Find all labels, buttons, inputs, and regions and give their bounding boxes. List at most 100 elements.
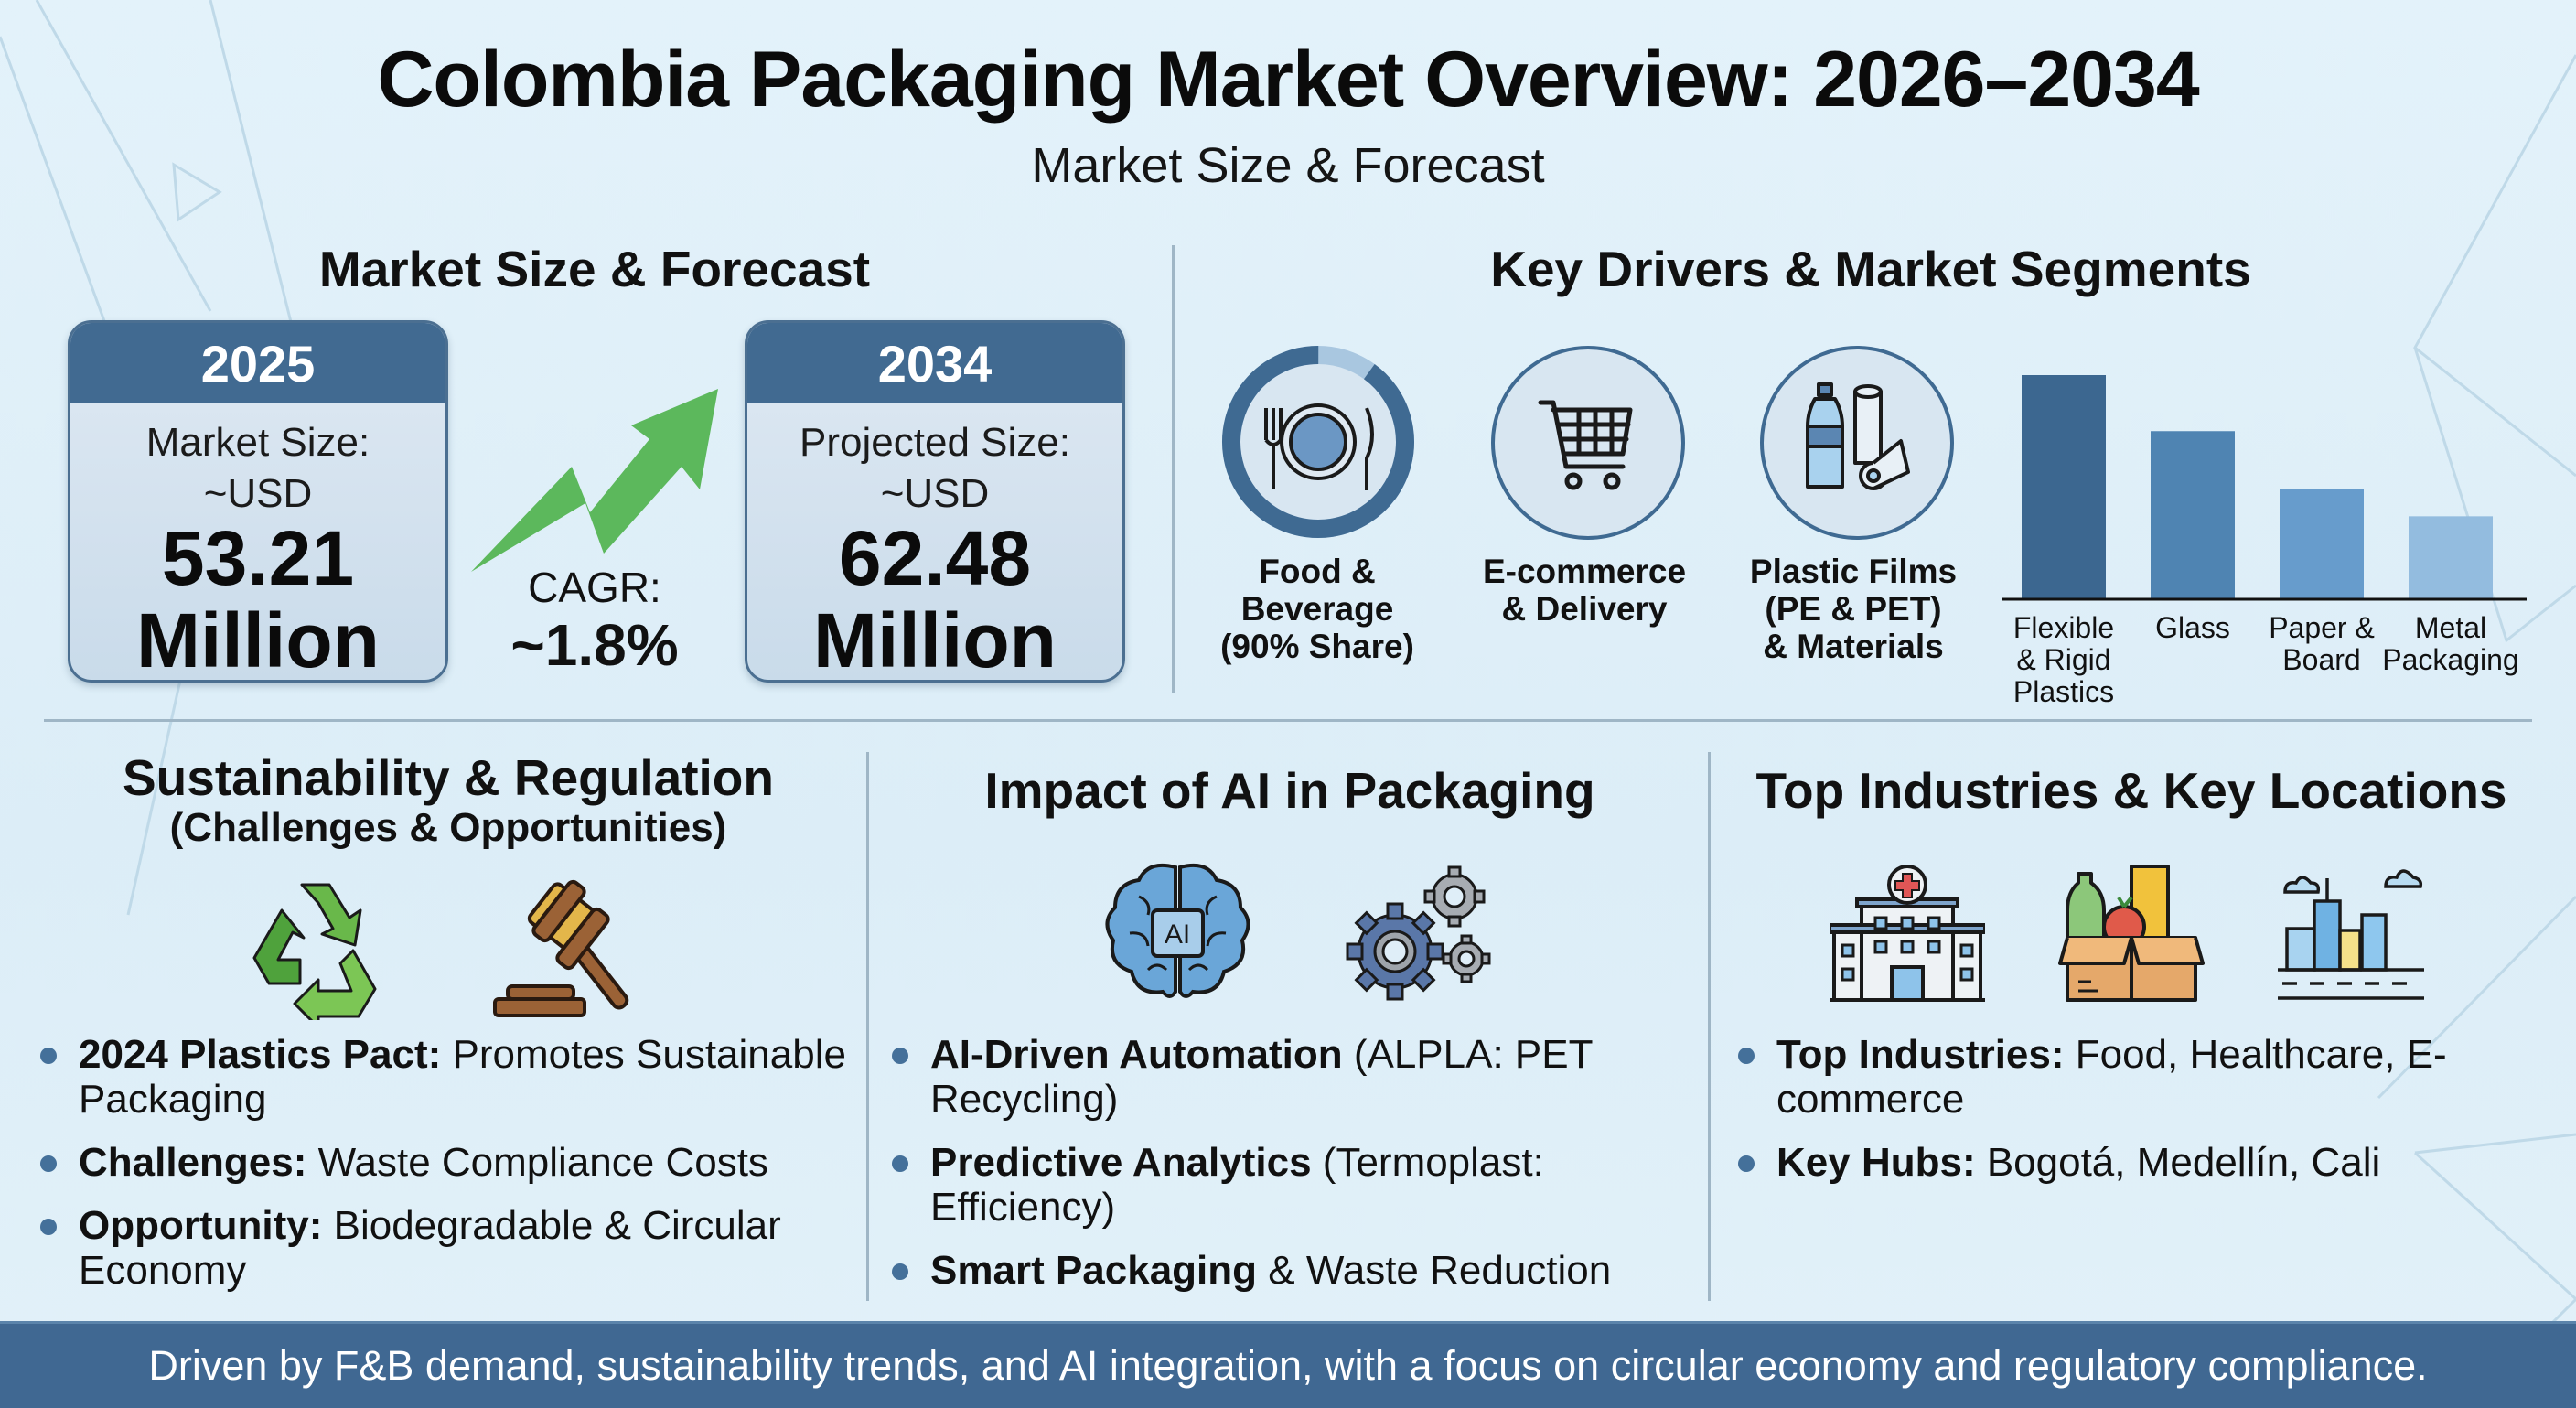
current-year: 2025: [70, 323, 445, 403]
bullet-dot-icon: [40, 1048, 57, 1064]
hospital-icon: [1830, 865, 1985, 1002]
bullet-text: Food, Healthcare, E-commerce: [1776, 1032, 2447, 1122]
bullet-bold: 2024 Plastics Pact:: [79, 1032, 442, 1077]
bullet-bold: Top Industries:: [1776, 1032, 2065, 1077]
recycle-icon: [252, 883, 377, 1020]
projected-unit: Million: [813, 597, 1057, 683]
bullet-bold: Challenges:: [79, 1140, 307, 1185]
bullet-dot-icon: [40, 1219, 57, 1235]
bullet-bold: Smart Packaging: [930, 1248, 1258, 1293]
projected-label: Projected Size:: [800, 420, 1070, 465]
market-size-heading: Market Size & Forecast: [318, 241, 871, 297]
bullet-text: & Waste Reduction: [1257, 1248, 1612, 1293]
bullet-dot-icon: [892, 1048, 908, 1064]
bullet-text: (Termoplast: Efficiency): [930, 1140, 1544, 1230]
cagr-label: CAGR:: [528, 564, 661, 611]
bottle-film-roll-icon: [1806, 382, 1910, 490]
ai-brain-icon: AI: [1105, 863, 1250, 998]
ai-bullet: AI-Driven Automation (ALPLA: PET Recycli…: [892, 1032, 1697, 1122]
ai-bullet: Predictive Analytics (Termoplast: Effici…: [892, 1140, 1697, 1230]
bar-label: Metal Packaging: [2382, 611, 2518, 676]
industries-bullet: Top Industries: Food, Healthcare, E-comm…: [1738, 1032, 2543, 1122]
bar-paper-board: [2280, 489, 2364, 599]
page-subtitle: Market Size & Forecast: [1031, 138, 1545, 193]
driver-ecommerce-label: E-commerce & Delivery: [1447, 553, 1722, 628]
sustainability-bullets: 2024 Plastics Pact: Promotes Sustainable…: [40, 1032, 864, 1311]
segment-bar-chart: Flexible & Rigid Plastics Glass Paper & Board…: [2002, 375, 2527, 708]
driver-plastic-films-circle: [1760, 346, 1954, 540]
bar-metal-packaging: [2409, 516, 2493, 599]
horizontal-divider: [44, 719, 2532, 722]
driver-ecommerce-line2: & Delivery: [1501, 590, 1668, 628]
projected-value: 62.48: [838, 515, 1032, 601]
sustainability-bullet: 2024 Plastics Pact: Promotes Sustainable…: [40, 1032, 864, 1122]
grocery-box-icon: [2058, 865, 2205, 1002]
ai-bullet: Smart Packaging & Waste Reduction: [892, 1248, 1697, 1293]
footer-banner: Driven by F&B demand, sustainability tre…: [0, 1321, 2576, 1408]
bullet-text: Biodegradable & Circular Economy: [79, 1203, 781, 1293]
sustainability-heading: Sustainability & Regulation: [122, 749, 775, 806]
ai-heading: Impact of AI in Packaging: [984, 762, 1595, 819]
projected-year: 2034: [747, 323, 1122, 403]
industries-bullets: Top Industries: Food, Healthcare, E-comm…: [1738, 1032, 2543, 1203]
driver-ecommerce-circle: [1491, 346, 1685, 540]
medium-gear: [1423, 865, 1486, 928]
ai-bullets: AI-Driven Automation (ALPLA: PET Recycli…: [892, 1032, 1697, 1311]
driver-food-line3: (90% Share): [1220, 628, 1414, 665]
current-currency: ~USD: [203, 471, 313, 516]
bullet-bold: Key Hubs:: [1776, 1140, 1976, 1185]
drivers-heading: Key Drivers & Market Segments: [1490, 241, 2251, 297]
bar-glass: [2151, 431, 2235, 599]
driver-plastic-films-label: Plastic Films (PE & PET) & Materials: [1716, 553, 1991, 665]
gavel-icon: [493, 879, 629, 1017]
large-gear: [1346, 902, 1444, 1001]
bar-label: Flexible & Rigid Plastics: [2013, 611, 2114, 708]
gears-icon: [1346, 865, 1491, 1001]
bullet-text: (ALPLA: PET Recycling): [930, 1032, 1593, 1122]
driver-food-beverage-label: Food & Beverage (90% Share): [1180, 553, 1454, 665]
bullet-dot-icon: [1738, 1048, 1755, 1064]
cagr-value: ~1.8%: [510, 612, 679, 678]
bullet-text: Waste Compliance Costs: [306, 1140, 768, 1185]
bullet-bold: Opportunity:: [79, 1203, 323, 1248]
bullet-bold: AI-Driven Automation: [930, 1032, 1343, 1077]
vertical-divider-top: [1172, 245, 1175, 693]
plate-fork-knife-icon: [1264, 403, 1374, 490]
sustainability-bullet: Opportunity: Biodegradable & Circular Ec…: [40, 1203, 864, 1293]
bullet-dot-icon: [892, 1155, 908, 1172]
driver-food-line1: Food &: [1259, 553, 1376, 590]
small-gear: [1442, 934, 1491, 983]
driver-food-line2: Beverage: [1240, 590, 1394, 628]
bullet-text: Promotes Sustainable Packaging: [79, 1032, 846, 1122]
shopping-cart-icon: [1538, 400, 1633, 490]
bar-label: Glass: [2155, 611, 2230, 644]
driver-plastic-line2: (PE & PET): [1765, 590, 1942, 628]
bullet-dot-icon: [40, 1155, 57, 1172]
ai-chip-label: AI: [1165, 919, 1190, 950]
current-label: Market Size:: [145, 420, 370, 465]
food-beverage-share-donut: [1222, 346, 1414, 538]
current-market-card: 2025 Market Size: ~USD 53.21 Million: [68, 320, 448, 683]
driver-plastic-line3: & Materials: [1763, 628, 1944, 665]
current-value: 53.21: [161, 515, 355, 601]
bar-label: Paper & Board: [2269, 611, 2375, 676]
sustainability-bullet: Challenges: Waste Compliance Costs: [40, 1140, 864, 1185]
industries-heading: Top Industries & Key Locations: [1755, 762, 2507, 819]
projected-currency: ~USD: [880, 471, 990, 516]
bullet-bold: Predictive Analytics: [930, 1140, 1312, 1185]
bullet-dot-icon: [1738, 1155, 1755, 1172]
ai-chip-icon: [1151, 908, 1205, 958]
page-title: Colombia Packaging Market Overview: 2026…: [377, 36, 2199, 124]
projected-market-card: 2034 Projected Size: ~USD 62.48 Million: [745, 320, 1125, 683]
sustainability-subheading: (Challenges & Opportunities): [169, 805, 727, 850]
city-skyline-icon: [2278, 869, 2424, 1000]
bullet-text: Bogotá, Medellín, Cali: [1975, 1140, 2381, 1185]
vertical-divider-left: [866, 752, 869, 1301]
current-unit: Million: [136, 597, 380, 683]
driver-ecommerce-line1: E-commerce: [1482, 553, 1687, 590]
growth-arrow-icon: [471, 389, 718, 572]
industries-bullet: Key Hubs: Bogotá, Medellín, Cali: [1738, 1140, 2543, 1185]
bullet-dot-icon: [892, 1263, 908, 1280]
driver-plastic-line1: Plastic Films: [1749, 553, 1958, 590]
vertical-divider-right: [1708, 752, 1711, 1301]
